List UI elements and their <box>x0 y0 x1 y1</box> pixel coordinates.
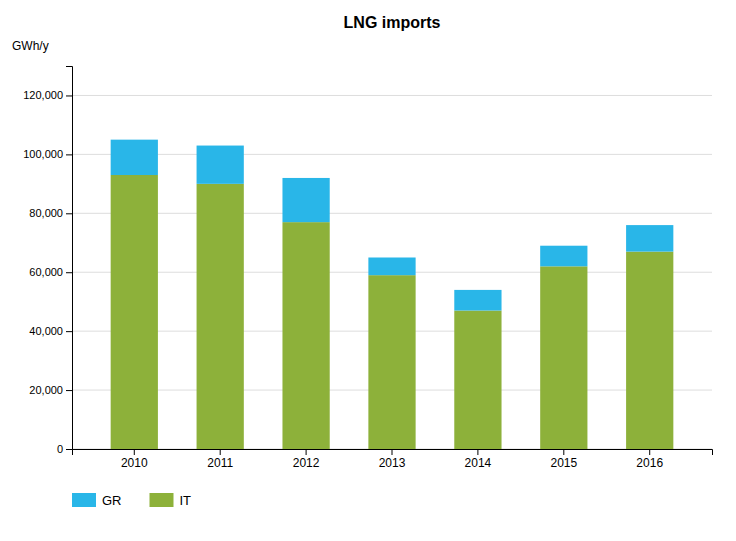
x-tick-mark <box>477 449 478 455</box>
y-axis: 0 20,000 40,000 60,000 80,000 100,000 120,000 <box>23 67 72 456</box>
grid-line <box>72 213 712 214</box>
bar <box>197 146 244 184</box>
x-tick-label: 2014 <box>465 456 492 470</box>
y-tick: 20,000 <box>29 384 72 396</box>
grid <box>72 95 712 449</box>
y-tick-label: 120,000 <box>23 89 63 101</box>
x-tick: 2016 <box>636 449 663 470</box>
bar <box>454 290 501 311</box>
y-tick-mark <box>66 272 72 273</box>
x-tick-mark <box>649 449 650 455</box>
x-tick: 2014 <box>465 449 492 470</box>
bar <box>454 311 501 449</box>
x-tick: 2012 <box>293 449 320 470</box>
y-tick-label: 20,000 <box>29 384 63 396</box>
y-tick-label: 100,000 <box>23 148 63 160</box>
title: LNG imports <box>344 14 441 31</box>
chart: 0 20,000 40,000 60,000 80,000 100,000 120,000 2… <box>0 0 736 541</box>
grid-line <box>72 154 712 155</box>
y-axis-line <box>66 67 73 450</box>
y-tick-label: 60,000 <box>29 266 63 278</box>
x-axis: 2010 2011 2012 2013 2014 2015 2016 <box>73 449 713 470</box>
y-tick-mark <box>66 331 72 332</box>
bar <box>282 222 329 449</box>
bar <box>626 225 673 252</box>
x-tick-label: 2015 <box>550 456 577 470</box>
x-tick-label: 2013 <box>379 456 406 470</box>
y-tick: 120,000 <box>23 89 72 101</box>
bar <box>111 175 158 449</box>
bar <box>197 184 244 449</box>
y-tick-label: 40,000 <box>29 325 63 337</box>
y-tick-label: 0 <box>57 443 63 455</box>
legend-swatch <box>72 493 96 507</box>
bar <box>368 275 415 449</box>
y-tick: 80,000 <box>29 207 72 219</box>
y-tick-mark <box>66 154 72 155</box>
grid-line <box>72 95 712 96</box>
bar <box>111 140 158 175</box>
x-tick-mark <box>134 449 135 455</box>
bars <box>111 140 674 449</box>
x-tick: 2011 <box>207 449 233 470</box>
x-tick: 2013 <box>379 449 406 470</box>
bar <box>540 246 587 267</box>
bar <box>626 252 673 449</box>
y-tick-label: 80,000 <box>29 207 63 219</box>
legend-item: GR <box>72 493 122 508</box>
legend-item: IT <box>150 493 192 508</box>
x-tick-label: 2012 <box>293 456 320 470</box>
x-tick: 2010 <box>121 449 148 470</box>
y-tick-mark <box>66 449 72 450</box>
bar <box>540 266 587 449</box>
legend-label: GR <box>102 493 122 508</box>
legend-label: IT <box>180 493 192 508</box>
x-tick-mark <box>306 449 307 455</box>
x-tick-mark <box>220 449 221 455</box>
x-tick-mark <box>392 449 393 455</box>
y-tick-mark <box>66 213 72 214</box>
bar <box>282 178 329 222</box>
legend-swatch <box>150 493 174 507</box>
y-tick-mark <box>66 95 72 96</box>
legend: GR IT <box>72 493 191 508</box>
x-tick-label: 2010 <box>121 456 148 470</box>
y-tick-mark <box>66 390 72 391</box>
x-axis-line <box>73 450 713 456</box>
x-tick-mark <box>563 449 564 455</box>
y-tick: 60,000 <box>29 266 72 278</box>
series <box>111 175 674 449</box>
bar <box>368 258 415 276</box>
x-tick-label: 2011 <box>207 456 233 470</box>
y-tick: 100,000 <box>23 148 72 160</box>
series <box>111 140 674 311</box>
y-axis-label: GWh/y <box>12 39 49 53</box>
y-tick: 40,000 <box>29 325 72 337</box>
y-tick: 0 <box>57 443 72 455</box>
x-tick-label: 2016 <box>636 456 663 470</box>
x-tick: 2015 <box>550 449 577 470</box>
